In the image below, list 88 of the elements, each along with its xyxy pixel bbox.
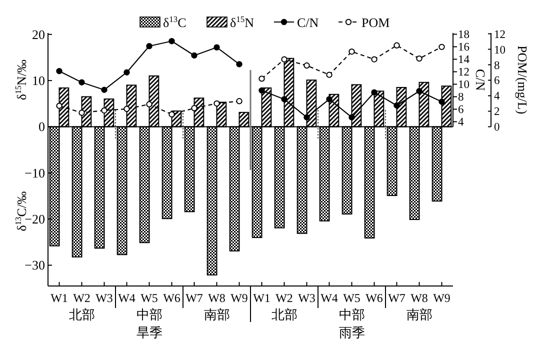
x-tick-label: W7 bbox=[186, 291, 203, 305]
point bbox=[281, 56, 288, 62]
legend-label: δ$^{13}$C bbox=[163, 14, 186, 30]
point bbox=[101, 107, 108, 114]
point bbox=[168, 38, 175, 44]
y2-tick-label: 18 bbox=[458, 29, 470, 42]
point bbox=[348, 48, 355, 55]
x-tick-label: W6 bbox=[366, 291, 383, 305]
point bbox=[416, 88, 422, 94]
x-tick-label: W3 bbox=[298, 291, 316, 305]
legend-label: C/N bbox=[297, 15, 320, 30]
text: 北部 bbox=[271, 307, 298, 322]
point bbox=[56, 102, 62, 109]
x-tick-label: W8 bbox=[410, 291, 428, 305]
point bbox=[326, 96, 332, 102]
text: 北部 bbox=[68, 307, 95, 322]
text: 南部 bbox=[204, 307, 230, 322]
point bbox=[258, 87, 265, 94]
y2-tick-label: 16 bbox=[458, 42, 470, 54]
point bbox=[371, 56, 378, 62]
point bbox=[214, 100, 220, 107]
legend-label: POM bbox=[362, 15, 390, 30]
x-tick-label: W8 bbox=[208, 291, 226, 305]
y3-tick-label: 4 bbox=[494, 90, 500, 103]
y3-tick-label: 8 bbox=[494, 60, 500, 72]
point bbox=[371, 89, 378, 96]
x-tick-label: W1 bbox=[253, 291, 270, 305]
y3-axis-title: POM/(mg/L) bbox=[515, 46, 530, 114]
point bbox=[304, 62, 310, 69]
y2-tick-label: 8 bbox=[458, 92, 464, 104]
x-tick-label: W3 bbox=[96, 291, 113, 305]
point bbox=[281, 96, 288, 102]
point bbox=[236, 61, 242, 68]
point bbox=[438, 98, 445, 105]
point bbox=[124, 69, 130, 76]
y-tick-label: 20 bbox=[32, 26, 45, 42]
y-tick-label: 10 bbox=[32, 73, 45, 88]
y2-tick-label: 6 bbox=[458, 104, 464, 116]
x-tick-label: W9 bbox=[433, 291, 450, 305]
y3-tick-label: 12 bbox=[494, 28, 506, 41]
point bbox=[124, 106, 130, 112]
point bbox=[438, 44, 445, 50]
text: 南部 bbox=[406, 307, 432, 322]
y2-tick-label: 12 bbox=[458, 66, 470, 79]
x-tick-label: W4 bbox=[320, 291, 338, 305]
point bbox=[56, 68, 62, 74]
legend-label: δ$^{15}$N bbox=[230, 14, 255, 30]
y3-tick-label: 2 bbox=[494, 106, 500, 118]
y-tick-label: 0 bbox=[38, 119, 45, 134]
point bbox=[214, 44, 220, 50]
point bbox=[191, 52, 198, 59]
y2-tick-label: 10 bbox=[458, 79, 470, 92]
point bbox=[394, 42, 400, 48]
point bbox=[168, 111, 175, 118]
y2-axis-title: C/N bbox=[473, 69, 488, 92]
point bbox=[258, 76, 265, 82]
point bbox=[191, 105, 198, 112]
x-tick-label: W5 bbox=[343, 291, 360, 305]
point bbox=[78, 110, 85, 116]
x-tick-label: W7 bbox=[388, 291, 406, 305]
x-tick-label: W9 bbox=[230, 291, 248, 305]
x-tick-label: W6 bbox=[163, 291, 180, 305]
y-tick-label: −30 bbox=[24, 258, 45, 273]
point bbox=[394, 102, 400, 109]
x-tick-label: W2 bbox=[276, 291, 293, 305]
y3-tick-label: 10 bbox=[494, 44, 506, 56]
y2-tick-label: 14 bbox=[458, 54, 470, 66]
point bbox=[416, 55, 422, 62]
point bbox=[348, 114, 355, 120]
x-tick-label: W2 bbox=[73, 291, 90, 305]
y3-tick-label: 6 bbox=[494, 75, 500, 88]
point bbox=[101, 86, 108, 93]
point bbox=[78, 79, 85, 86]
y3-tick-label: 0 bbox=[494, 122, 500, 134]
x-tick-label: W4 bbox=[118, 291, 136, 305]
text: 雨季 bbox=[338, 325, 365, 340]
text: 中部 bbox=[136, 307, 162, 322]
y2-tick-label: 4 bbox=[458, 116, 464, 129]
point bbox=[146, 101, 152, 108]
x-tick-label: W1 bbox=[50, 291, 68, 305]
point bbox=[236, 98, 242, 104]
point bbox=[326, 72, 332, 78]
text: 中部 bbox=[338, 307, 365, 322]
point bbox=[146, 43, 152, 50]
y-tick-label: −10 bbox=[24, 165, 45, 180]
text: 旱季 bbox=[136, 325, 162, 340]
point bbox=[304, 114, 310, 120]
x-tick-label: W5 bbox=[140, 291, 158, 305]
